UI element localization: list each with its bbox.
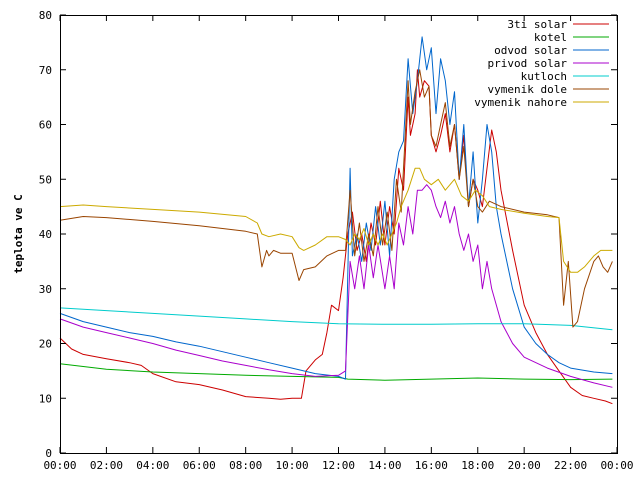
axis-layer: 00:00 02:00 04:00 06:00 08:00 10:00 12:00 14:00… [39,9,634,472]
y-tick-label: 0 [45,447,52,460]
x-tick-label: 20:00 [508,459,541,472]
legend-label: vymenik dole [488,83,567,96]
x-tick-label: 16:00 [415,459,448,472]
x-tick-label: 00:00 [600,459,633,472]
x-tick-label: 12:00 [322,459,355,472]
y-tick-label: 80 [39,9,52,22]
y-tick-label: 50 [39,173,52,186]
y-tick-label: 40 [39,228,52,241]
series-line-vymenik-dole [59,69,613,328]
legend-label: kotel [534,31,567,44]
series-line-odvod-solar [59,36,613,380]
y-tick-label: 20 [39,338,52,351]
x-tick-label: 04:00 [136,459,169,472]
legend-label: kutloch [521,70,567,83]
y-tick-label: 30 [39,283,52,296]
y-tick-label: 70 [39,64,52,77]
x-tick-label: 00:00 [43,459,76,472]
x-tick-label: 08:00 [229,459,262,472]
y-axis-label: teplota ve C [12,194,25,273]
x-tick-label: 06:00 [183,459,216,472]
x-tick-label: 10:00 [276,459,309,472]
series-line-3ti-solar [59,69,613,405]
legend-label: vymenik nahore [474,96,567,109]
y-tick-label: 60 [39,119,52,132]
series-line-kutloch [59,307,613,331]
legend-label: privod solar [488,57,568,70]
series-line-privod-solar [59,184,613,388]
series-line-vymenik-nahore [59,167,613,273]
x-tick-label: 18:00 [461,459,494,472]
x-tick-label: 22:00 [554,459,587,472]
x-tick-label: 02:00 [90,459,123,472]
legend-label: odvod solar [494,44,567,57]
x-tick-label: 14:00 [368,459,401,472]
y-tick-label: 10 [39,392,52,405]
series-layer [59,36,613,405]
legend-label: 3ti solar [507,18,567,31]
